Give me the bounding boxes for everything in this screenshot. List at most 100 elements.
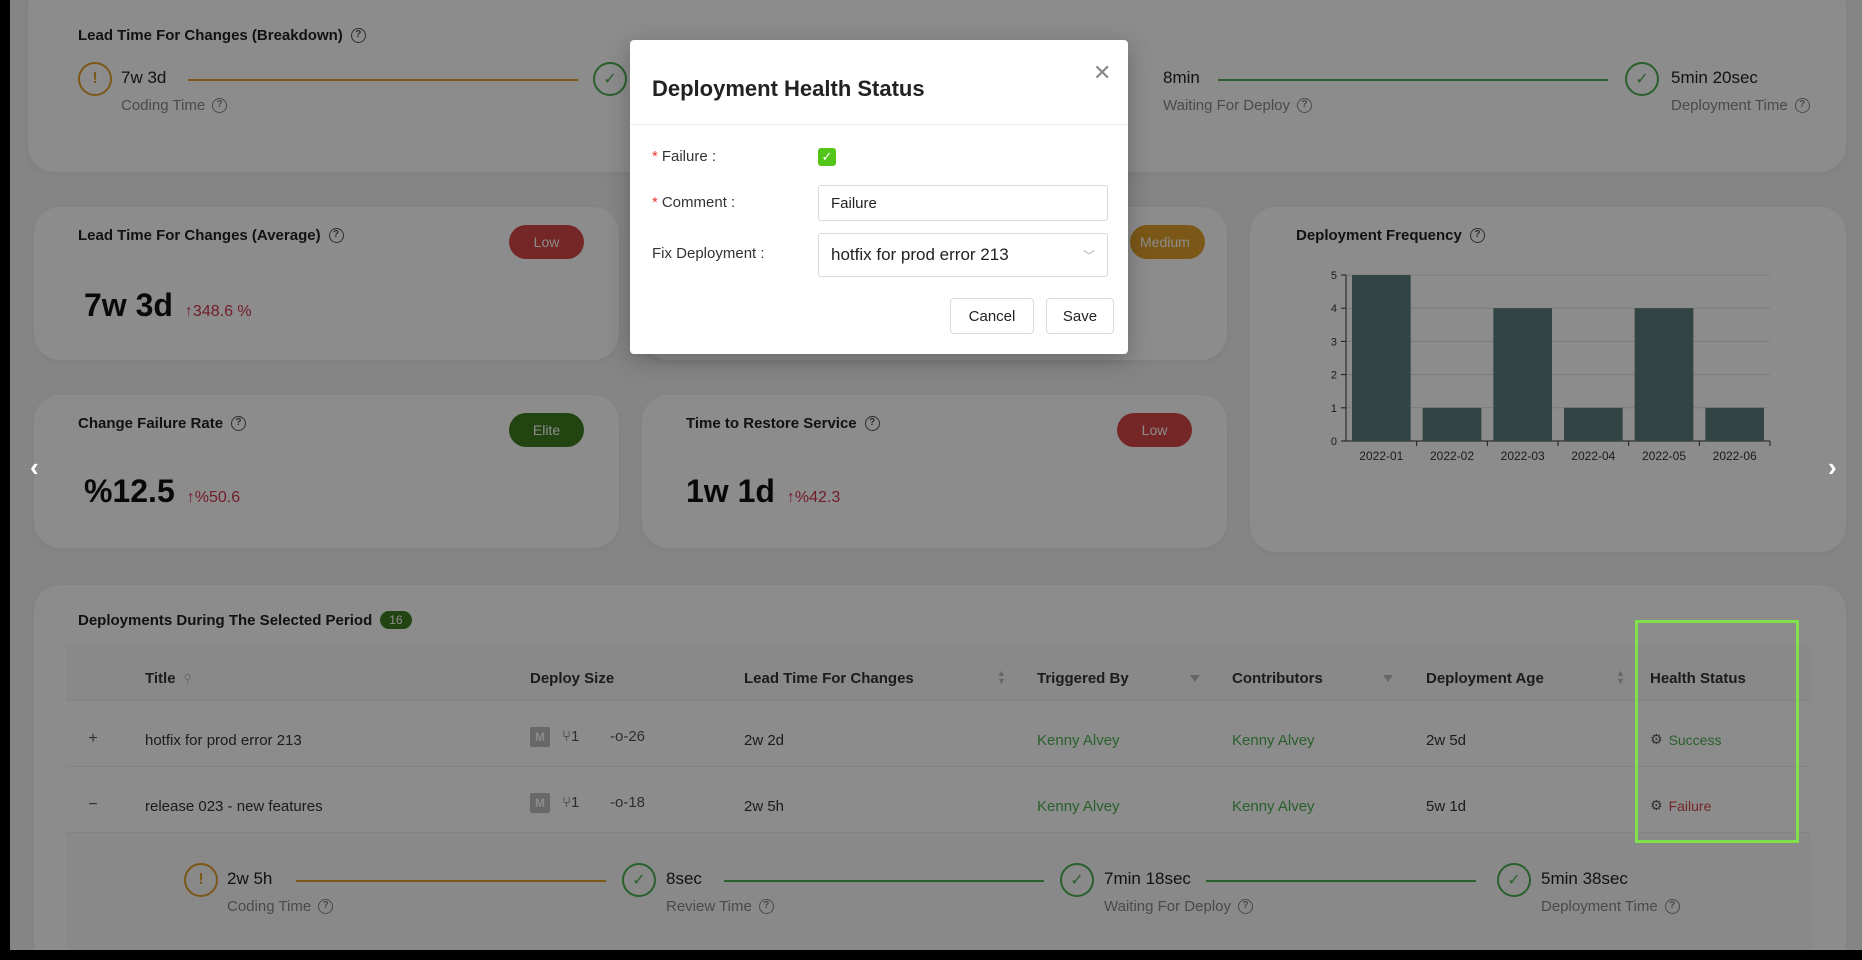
help-icon[interactable]: ? xyxy=(318,899,334,914)
bar xyxy=(1564,407,1623,441)
health-status-highlight xyxy=(1635,620,1799,843)
count-badge: 16 xyxy=(380,611,412,629)
cancel-button[interactable]: Cancel xyxy=(950,298,1034,334)
help-icon[interactable]: ? xyxy=(350,28,366,43)
x-tick-label: 2022-04 xyxy=(1571,449,1615,463)
card-title: Deployment Frequency? xyxy=(1296,227,1485,244)
waiting-label: Waiting For Deploy? xyxy=(1104,898,1253,915)
deployment-age: 2w 5d xyxy=(1426,732,1467,749)
card-title: Time to Restore Service? xyxy=(686,415,880,432)
x-tick-label: 2022-03 xyxy=(1501,449,1545,463)
x-tick-label: 2022-05 xyxy=(1642,449,1686,463)
coding-time-value: 7w 3d xyxy=(121,68,167,87)
chevron-left-icon[interactable]: ‹ xyxy=(30,452,39,482)
column-lead-time[interactable]: Lead Time For Changes xyxy=(744,670,914,687)
performance-badge: Low xyxy=(509,225,584,259)
comment-label: * Comment : xyxy=(652,194,736,211)
x-tick-label: 2022-01 xyxy=(1359,449,1403,463)
filter-icon[interactable] xyxy=(1383,675,1393,682)
deployment-time-value: 5min 20sec xyxy=(1671,68,1758,87)
check-icon: ✓ xyxy=(1625,62,1659,96)
bar xyxy=(1352,275,1411,441)
x-tick-label: 2022-02 xyxy=(1430,449,1474,463)
metric-value: 7w 3d ↑348.6 % xyxy=(84,287,252,323)
fix-deployment-select[interactable]: hotfix for prod error 213 ﹀ xyxy=(818,233,1108,277)
progress-line xyxy=(1206,880,1476,882)
help-icon[interactable]: ? xyxy=(231,416,247,431)
y-tick-label: 3 xyxy=(1331,336,1337,348)
check-icon: ✓ xyxy=(1497,863,1531,897)
sort-icon[interactable]: ▲ ▼ xyxy=(997,668,1006,686)
chevron-right-icon[interactable]: › xyxy=(1828,452,1837,482)
column-title[interactable]: Title ⚲ xyxy=(145,670,192,687)
help-icon[interactable]: ? xyxy=(1794,98,1810,113)
help-icon[interactable]: ? xyxy=(1238,899,1253,914)
filter-icon[interactable] xyxy=(1190,675,1200,682)
deployment-time-value: 5min 38sec xyxy=(1541,869,1628,888)
branch-icon: ⑂ xyxy=(562,794,572,811)
metric-value: 1w 1d ↑%42.3 xyxy=(686,473,841,509)
branch-count: ⑂1 xyxy=(562,794,580,811)
metric-delta: ↑348.6 % xyxy=(184,303,252,320)
check-icon: ✓ xyxy=(622,863,656,897)
performance-badge: Elite xyxy=(509,413,584,447)
change-failure-rate-card: Change Failure Rate? Elite %12.5 ↑%50.6 xyxy=(34,395,619,548)
bar xyxy=(1493,308,1552,441)
card-title: Change Failure Rate? xyxy=(78,415,247,432)
bar xyxy=(1422,407,1482,441)
close-icon[interactable]: ✕ xyxy=(1093,60,1112,85)
triggered-by-link[interactable]: Kenny Alvey xyxy=(1037,732,1120,749)
y-tick-label: 4 xyxy=(1331,303,1337,315)
column-deploy-size: Deploy Size xyxy=(530,670,615,687)
health-status-failure[interactable]: ⚙ Failure xyxy=(1650,797,1712,814)
triggered-by-link[interactable]: Kenny Alvey xyxy=(1037,798,1120,815)
column-health-status: Health Status xyxy=(1650,670,1746,687)
deployment-title[interactable]: release 023 - new features xyxy=(145,798,323,815)
progress-line xyxy=(188,79,578,81)
search-icon[interactable]: ⚲ xyxy=(183,673,192,685)
modal-title: Deployment Health Status xyxy=(652,76,925,101)
contributor-link[interactable]: Kenny Alvey xyxy=(1232,798,1315,815)
chevron-down-icon: ﹀ xyxy=(1082,248,1095,263)
help-icon[interactable]: ? xyxy=(1664,899,1680,914)
help-icon[interactable]: ? xyxy=(328,228,344,243)
lead-time: 2w 2d xyxy=(744,732,785,749)
help-icon[interactable]: ? xyxy=(1469,228,1485,243)
help-icon[interactable]: ? xyxy=(864,416,880,431)
table-row xyxy=(66,767,1811,833)
column-triggered-by[interactable]: Triggered By xyxy=(1037,670,1129,687)
breakdown-title: Lead Time For Changes (Breakdown) ? xyxy=(78,27,366,44)
comment-input[interactable] xyxy=(818,185,1108,221)
waiting-value: 8min xyxy=(1163,68,1200,87)
sort-icon[interactable]: ▲ ▼ xyxy=(1616,668,1625,686)
metric-value: %12.5 ↑%50.6 xyxy=(84,473,241,509)
y-tick-label: 5 xyxy=(1331,270,1337,282)
row-collapse-button[interactable]: − xyxy=(88,796,98,813)
review-time-label: Review Time? xyxy=(666,898,774,915)
health-status-success[interactable]: ⚙ Success xyxy=(1650,731,1722,748)
coding-time-label: Coding Time? xyxy=(227,898,334,915)
help-icon[interactable]: ? xyxy=(212,98,228,113)
column-contributors[interactable]: Contributors xyxy=(1232,670,1323,687)
warning-icon: ! xyxy=(78,62,112,96)
help-icon[interactable]: ? xyxy=(758,899,774,914)
column-deployment-age[interactable]: Deployment Age xyxy=(1426,670,1544,687)
progress-line xyxy=(296,880,606,882)
contributor-link[interactable]: Kenny Alvey xyxy=(1232,732,1315,749)
deployment-title[interactable]: hotfix for prod error 213 xyxy=(145,732,302,749)
performance-badge: Low xyxy=(1117,413,1192,447)
failure-checkbox[interactable]: ✓ xyxy=(818,148,836,166)
y-tick-label: 0 xyxy=(1331,436,1337,448)
size-badge: M xyxy=(530,727,550,747)
row-expand-button[interactable]: + xyxy=(88,730,98,747)
save-button[interactable]: Save xyxy=(1046,298,1114,334)
coding-time-label: Coding Time? xyxy=(121,97,228,114)
bar xyxy=(1634,308,1694,441)
check-icon: ✓ xyxy=(593,62,627,96)
branch-count: ⑂1 xyxy=(562,728,580,745)
coding-time-value: 2w 5h xyxy=(227,869,273,888)
modal-divider xyxy=(630,124,1128,125)
help-icon[interactable]: ? xyxy=(1297,98,1312,113)
commit-count: -o-26 xyxy=(610,728,646,745)
lead-time: 2w 5h xyxy=(744,798,785,815)
